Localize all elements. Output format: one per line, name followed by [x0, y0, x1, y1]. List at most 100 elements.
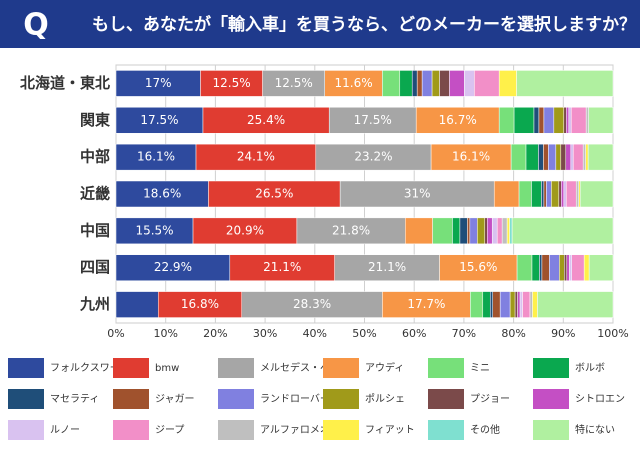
x-tick-label: 40% — [303, 327, 327, 340]
bar-segment — [499, 291, 511, 318]
bar-segment — [543, 180, 547, 208]
bar-segment — [564, 254, 568, 281]
question-mark: Q — [23, 8, 49, 43]
bar-segment — [566, 254, 570, 281]
y-tick-label: 九州 — [79, 295, 110, 313]
bar-segment — [459, 217, 468, 245]
x-tick-label: 50% — [352, 327, 376, 340]
bar-segment — [415, 107, 500, 134]
x-tick-label: 100% — [597, 327, 628, 340]
bar-segment — [525, 143, 539, 171]
data-label: 17.5% — [354, 113, 392, 127]
legend-label: その他 — [470, 423, 500, 436]
bar-segment — [588, 254, 614, 281]
bar-segment — [487, 217, 493, 245]
bar-segment — [506, 217, 510, 245]
data-label: 17.7% — [407, 297, 445, 311]
bar-segment — [474, 70, 500, 97]
bar-segment — [501, 217, 508, 245]
bar-segment — [565, 143, 572, 171]
x-tick-label: 90% — [551, 327, 575, 340]
bar-segment — [115, 217, 194, 245]
bar-segment — [464, 70, 475, 97]
data-label: 21.1% — [368, 260, 406, 274]
bar-segment — [566, 180, 577, 208]
bar-segment — [399, 70, 413, 97]
bar-segment — [566, 107, 570, 134]
data-label: 17.5% — [140, 113, 178, 127]
bar-segment — [539, 254, 543, 281]
bar-segment — [516, 254, 533, 281]
data-label: 15.6% — [459, 260, 497, 274]
header-bar — [0, 0, 640, 48]
bar-segment — [583, 254, 590, 281]
bar-segment — [531, 254, 540, 281]
bar-segment — [522, 291, 531, 318]
bar-segment — [496, 217, 503, 245]
x-tick-label: 10% — [153, 327, 177, 340]
data-label: 26.5% — [255, 187, 293, 201]
bar-segment — [541, 180, 545, 208]
legend-label: ミニ — [470, 363, 490, 374]
bar-segment — [582, 143, 586, 171]
data-label: 12.5% — [275, 76, 313, 90]
data-label: 23.2% — [354, 150, 392, 164]
bar-segment — [470, 291, 484, 318]
x-tick-label: 0% — [107, 327, 124, 340]
bar-segment — [538, 107, 545, 134]
bar-segment — [509, 217, 513, 245]
bar-segment — [585, 143, 589, 171]
bar-segment — [533, 107, 540, 134]
bar-segment — [432, 217, 453, 245]
legend-swatch — [323, 358, 359, 378]
legend-swatch — [8, 389, 44, 409]
data-label: 16.7% — [439, 113, 477, 127]
bar-segment — [549, 254, 560, 281]
bar-segment — [439, 70, 450, 97]
bar-segment — [334, 254, 440, 281]
data-label: 21.1% — [263, 260, 301, 274]
legend-label: bmw — [155, 363, 179, 374]
bar-segment — [516, 70, 614, 97]
bar-segment — [529, 291, 533, 318]
legend-swatch — [533, 358, 569, 378]
bar-segment — [115, 143, 197, 171]
bar-segment — [563, 107, 567, 134]
bar-segment — [115, 70, 201, 97]
bar-segment — [382, 291, 471, 318]
bar-segment — [431, 70, 440, 97]
y-tick-label: 関東 — [80, 111, 110, 129]
bar-segment — [519, 291, 523, 318]
legend-swatch — [8, 420, 44, 440]
data-label: 22.9% — [154, 260, 192, 274]
bar-segment — [572, 143, 584, 171]
bar-segment — [511, 217, 614, 245]
data-label: 25.4% — [247, 113, 285, 127]
bar-segment — [568, 107, 572, 134]
data-label: 15.5% — [135, 223, 173, 237]
bar-segment — [561, 180, 565, 208]
bar-segment — [531, 180, 542, 208]
bar-segment — [546, 180, 552, 208]
x-tick-label: 60% — [402, 327, 426, 340]
data-label: 18.6% — [143, 187, 181, 201]
legend-swatch — [8, 358, 44, 378]
legend-swatch — [533, 389, 569, 409]
bar-segment — [537, 291, 614, 318]
legend-label: シトロエン — [575, 394, 625, 405]
bar-segment — [493, 180, 520, 208]
bar-segment — [482, 291, 491, 318]
legend-label: アルファロメオ — [260, 424, 330, 436]
y-tick-label: 中国 — [80, 221, 110, 239]
bar-segment — [200, 70, 263, 97]
legend-swatch — [113, 420, 149, 440]
legend-swatch — [428, 358, 464, 378]
legend-label: ランドローバー — [260, 393, 330, 405]
bar-segment — [551, 180, 560, 208]
x-tick-label: 70% — [452, 327, 476, 340]
legend-swatch — [428, 389, 464, 409]
legend-label: ボルボ — [575, 362, 605, 374]
legend-label: ルノー — [50, 425, 80, 436]
bar-segment — [405, 217, 433, 245]
